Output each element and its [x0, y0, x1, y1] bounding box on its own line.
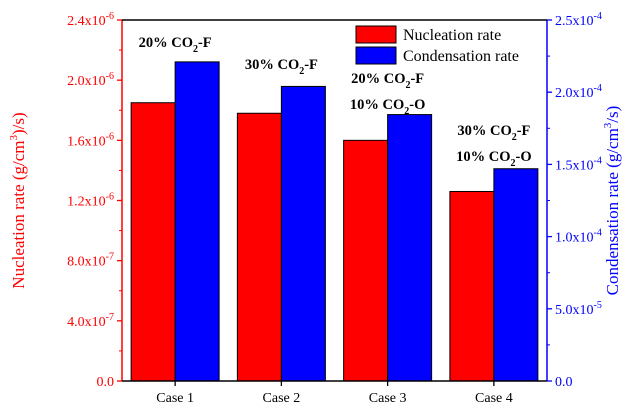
legend-label-1: Nucleation rate — [403, 27, 501, 44]
x-tick-label: Case 4 — [475, 391, 513, 406]
left-tick-label: 1.2x10-6 — [67, 192, 114, 210]
left-tick-label: 4.0x10-7 — [67, 312, 114, 330]
legend-swatch-1 — [355, 25, 397, 44]
right-tick-label: 1.0x10-4 — [555, 228, 602, 246]
bar-nucleation-2 — [236, 112, 282, 382]
left-tick-label: 2.4x10-6 — [67, 11, 114, 29]
annotation-label: 30% CO2-F — [457, 123, 530, 143]
annotation-label: 10% CO2-O — [350, 97, 425, 117]
legend-swatch-2 — [355, 46, 397, 65]
bar-nucleation-4 — [449, 190, 495, 382]
left-tick-label: 2.0x10-6 — [67, 71, 114, 89]
right-axis-title: Condensation rate (g/cm3/s) — [602, 106, 622, 296]
annotation-label: 10% CO2-O — [456, 149, 531, 169]
x-tick-label: Case 1 — [156, 391, 194, 406]
right-tick-label: 2.5x10-4 — [555, 11, 602, 29]
left-tick-label: 0.0 — [97, 375, 115, 390]
annotation-label: 20% CO2-F — [139, 35, 212, 55]
bar-condensation-4 — [493, 168, 539, 382]
bar-condensation-3 — [387, 114, 433, 382]
bar-nucleation-3 — [343, 139, 389, 382]
right-tick-label: 1.5x10-4 — [555, 155, 602, 173]
right-tick-label: 0.0 — [555, 375, 573, 390]
left-tick-label: 1.6x10-6 — [67, 131, 114, 149]
bar-nucleation-1 — [130, 102, 176, 382]
right-tick-label: 5.0x10-5 — [555, 300, 602, 318]
annotation-label: 20% CO2-F — [351, 71, 424, 91]
bar-condensation-1 — [174, 61, 220, 382]
left-axis-title: Nucleation rate (g/cm3)/s) — [8, 112, 28, 288]
bar-condensation-2 — [280, 85, 326, 382]
left-tick-label: 8.0x10-7 — [67, 252, 114, 270]
x-tick-label: Case 3 — [369, 391, 407, 406]
legend-label-2: Condensation rate — [403, 48, 519, 65]
x-tick-label: Case 2 — [263, 391, 301, 406]
annotation-label: 30% CO2-F — [245, 57, 318, 77]
right-tick-label: 2.0x10-4 — [555, 83, 602, 101]
